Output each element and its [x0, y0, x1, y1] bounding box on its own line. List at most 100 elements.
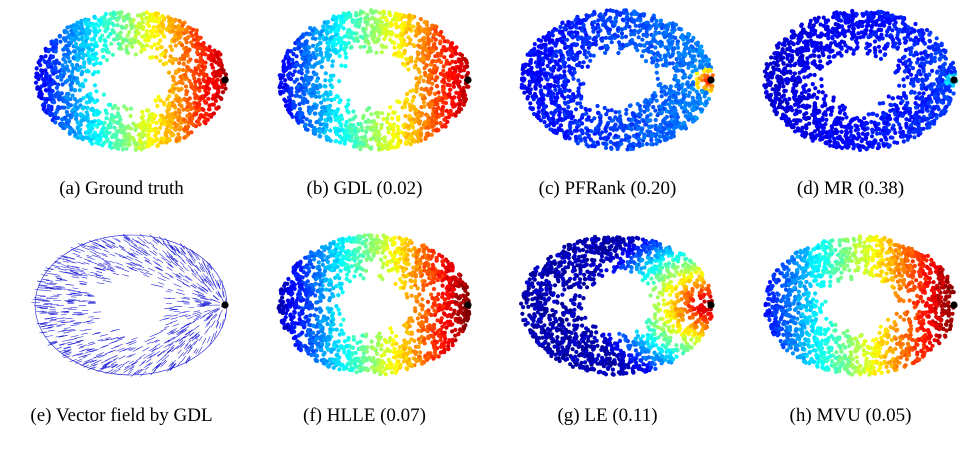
scatter-point	[644, 29, 649, 34]
scatter-point	[340, 14, 345, 19]
scatter-point	[366, 41, 371, 46]
scatter-point	[155, 103, 160, 109]
scatter-point	[360, 26, 366, 31]
scatter-point	[418, 92, 423, 97]
scatter-point	[550, 29, 555, 34]
scatter-point	[308, 77, 313, 82]
scatter-point	[383, 44, 388, 50]
scatter-point	[367, 106, 372, 111]
scatter-point	[290, 57, 295, 62]
scatter-point	[56, 97, 62, 102]
scatter-point	[161, 51, 166, 56]
scatter-point	[407, 13, 412, 18]
scatter-point	[919, 103, 924, 108]
scatter-point	[544, 71, 549, 76]
scatter-point	[207, 107, 212, 112]
scatter-point	[539, 88, 544, 93]
scatter-point	[335, 37, 341, 42]
scatter-point	[377, 10, 382, 15]
scatter-point	[575, 141, 580, 146]
scatter-point	[626, 17, 631, 22]
scatter-point	[72, 75, 77, 81]
scatter-point	[553, 87, 558, 92]
scatter-point	[425, 113, 430, 118]
scatter-point	[590, 143, 595, 148]
scatter-point	[334, 50, 339, 56]
scatter-point	[102, 140, 107, 145]
scatter-point	[73, 42, 79, 47]
scatter-point	[857, 147, 863, 153]
scatter-point	[304, 31, 309, 36]
scatter-point	[212, 84, 217, 89]
scatter-point	[406, 67, 411, 72]
scatter-point	[301, 78, 306, 83]
scatter-point	[81, 96, 86, 101]
scatter-point	[430, 70, 435, 75]
scatter-point	[126, 124, 131, 129]
scatter-point	[642, 109, 647, 114]
scatter-point	[116, 41, 121, 47]
scatter-point	[374, 122, 379, 127]
scatter-point	[74, 105, 80, 110]
scatter-point	[659, 26, 664, 31]
caption-score: (0.20)	[630, 178, 677, 199]
scatter-point	[427, 92, 432, 97]
scatter-point	[183, 84, 189, 89]
scatter-point	[441, 77, 446, 82]
scatter-point	[581, 60, 586, 65]
scatter-point	[349, 45, 354, 50]
scatter-point	[41, 77, 46, 82]
scatter-point	[706, 62, 711, 68]
scatter-point	[393, 51, 398, 56]
scatter-point	[198, 113, 203, 118]
scatter-point	[619, 125, 624, 131]
scatter-point	[179, 86, 184, 92]
scatter-point	[349, 30, 354, 35]
scatter-point	[339, 36, 344, 41]
scatter-point	[893, 130, 898, 135]
scatter-point	[434, 120, 439, 126]
scatter-point	[101, 54, 106, 60]
scatter-point	[46, 103, 51, 109]
scatter-point	[328, 92, 333, 97]
scatter-point	[645, 107, 650, 112]
scatter-point	[102, 120, 107, 125]
scatter-point	[79, 18, 84, 24]
scatter-point	[116, 129, 121, 134]
scatter-point	[609, 108, 614, 113]
scatter-point	[697, 96, 703, 101]
scatter-point	[58, 73, 64, 79]
scatter-point	[591, 37, 596, 42]
scatter-point	[641, 49, 646, 54]
scatter-point	[313, 94, 319, 99]
scatter-point	[135, 28, 140, 33]
scatter-point	[399, 54, 404, 59]
scatter-point	[550, 99, 555, 104]
scatter-point	[433, 37, 438, 42]
scatter-point	[330, 84, 335, 90]
scatter-point	[40, 103, 46, 108]
scatter-point	[464, 60, 469, 66]
scatter-point	[328, 73, 333, 78]
scatter-point	[609, 145, 614, 150]
scatter-point	[332, 126, 337, 131]
scatter-point	[315, 52, 320, 58]
scatter-point	[96, 23, 101, 28]
scatter-point	[326, 136, 331, 141]
scatter-point	[84, 115, 89, 120]
scatter-point	[580, 64, 585, 69]
scatter-point	[385, 120, 390, 125]
scatter-point	[568, 120, 573, 125]
scatter-point	[158, 140, 163, 145]
scatter-point	[330, 44, 335, 49]
scatter-point	[924, 60, 929, 65]
scatter-point	[134, 142, 140, 147]
scatter-point	[333, 18, 338, 23]
scatter-point	[580, 112, 585, 117]
scatter-point	[902, 83, 907, 88]
scatter-point	[603, 145, 609, 150]
scatter-point	[873, 54, 878, 59]
scatter-point	[796, 104, 801, 109]
scatter-point	[427, 46, 432, 51]
scatter-point	[664, 85, 669, 90]
